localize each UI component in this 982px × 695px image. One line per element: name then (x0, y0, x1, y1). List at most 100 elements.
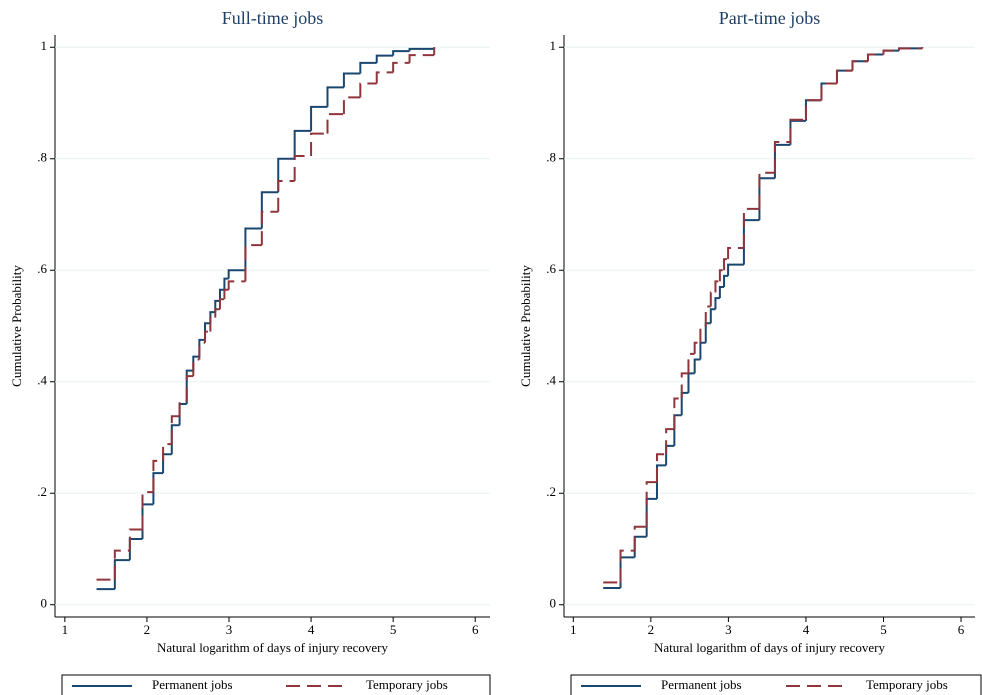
step-segment (851, 60, 868, 71)
step-segment (619, 556, 635, 589)
step-segment (619, 549, 635, 583)
step-segment (835, 69, 853, 84)
step-segment (152, 472, 164, 505)
step-segment (214, 308, 220, 318)
step-segment (359, 61, 377, 74)
y-axis-label: Cumulative Probability (518, 265, 533, 387)
chart-title: Part-time jobs (719, 8, 821, 28)
y-tick-label: .4 (37, 373, 47, 388)
step-segment (699, 341, 706, 360)
step-segment (665, 428, 675, 455)
step-segment (645, 481, 657, 527)
step-segment (835, 69, 853, 84)
y-tick-label: 1 (550, 38, 557, 53)
step-segment (687, 352, 695, 374)
legend-box (570, 674, 982, 695)
step-segment (310, 132, 328, 156)
x-tick-label: 1 (570, 622, 577, 637)
step-segment (673, 414, 682, 446)
chart-title: Full-time jobs (222, 8, 324, 28)
step-segment (773, 143, 791, 179)
step-segment (178, 403, 187, 426)
step-segment (866, 53, 884, 62)
step-segment (342, 96, 361, 115)
step-segment (113, 549, 130, 580)
x-tick-label: 1 (62, 622, 69, 637)
step-segment (170, 415, 180, 445)
step-segment (727, 263, 744, 276)
x-tick-label: 3 (725, 622, 732, 637)
step-segment (260, 210, 279, 246)
step-segment (128, 537, 143, 561)
legend-label: Temporary jobs (866, 677, 948, 692)
step-segment (673, 397, 682, 430)
step-segment (218, 298, 225, 310)
step-segment (293, 154, 312, 182)
step-segment (227, 280, 246, 290)
step-segment (162, 443, 172, 461)
step-segment (758, 177, 775, 221)
y-tick-label: .6 (37, 261, 47, 276)
step-segment (709, 308, 716, 324)
x-tick-label: 6 (472, 622, 479, 637)
legend-box (61, 674, 491, 695)
step-segment (392, 50, 410, 56)
step-segment (693, 358, 701, 374)
y-tick-label: .2 (546, 484, 556, 499)
y-tick-label: .8 (546, 150, 556, 165)
step-segment (704, 305, 711, 326)
step-segment (113, 559, 130, 590)
legend-label: Permanent jobs (661, 677, 742, 692)
step-segment (128, 528, 143, 551)
step-segment (680, 391, 689, 416)
step-segment (680, 372, 689, 399)
step-segment (178, 400, 187, 417)
step-segment (804, 99, 822, 120)
y-tick-label: .8 (37, 150, 47, 165)
step-segment (804, 99, 822, 121)
step-segment (342, 72, 361, 88)
step-segment (723, 274, 729, 287)
step-segment (687, 372, 695, 393)
step-segment (820, 82, 837, 101)
step-segment (633, 535, 647, 558)
step-segment (789, 119, 806, 145)
step-segment (773, 141, 791, 173)
step-segment (141, 491, 154, 530)
step-segment (170, 424, 180, 455)
y-tick-label: .2 (37, 484, 47, 499)
step-segment (326, 113, 344, 134)
x-tick-label: 2 (648, 622, 655, 637)
step-segment (723, 258, 729, 271)
x-axis-label: Natural logarithm of days of injury reco… (654, 640, 886, 655)
step-segment (408, 54, 435, 63)
step-segment (277, 180, 295, 212)
x-tick-label: 6 (958, 622, 965, 637)
legend-label: Permanent jobs (152, 677, 233, 692)
step-segment (645, 497, 657, 537)
legend-label: Temporary jobs (366, 677, 448, 692)
step-segment (244, 244, 262, 282)
x-tick-label: 4 (308, 622, 315, 637)
x-tick-label: 5 (880, 622, 887, 637)
step-segment (699, 325, 706, 343)
y-tick-label: .6 (546, 261, 556, 276)
step-segment (198, 341, 206, 360)
step-segment (718, 285, 725, 299)
step-segment (789, 118, 806, 143)
step-segment (185, 375, 194, 402)
step-segment (227, 269, 246, 279)
step-segment (375, 54, 394, 63)
step-segment (718, 269, 725, 282)
step-segment (359, 82, 377, 98)
step-segment (162, 453, 172, 474)
step-segment (326, 86, 344, 107)
x-axis-label: Natural logarithm of days of injury reco… (157, 640, 389, 655)
y-tick-label: .4 (546, 373, 556, 388)
step-segment (727, 246, 744, 260)
step-segment (244, 227, 262, 271)
step-segment (218, 288, 225, 301)
step-segment (714, 280, 720, 293)
